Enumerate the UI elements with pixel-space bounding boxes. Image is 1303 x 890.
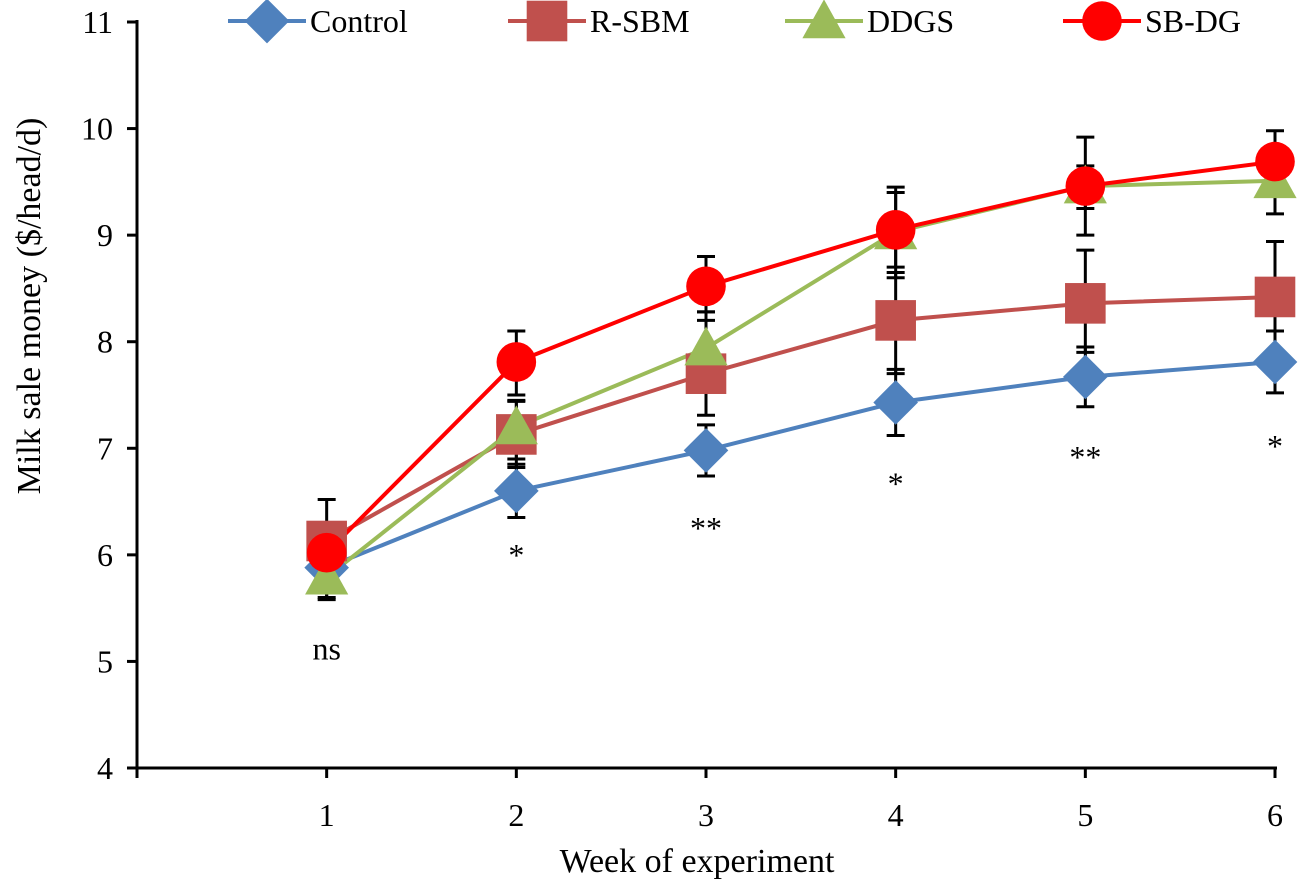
y-axis-title: Milk sale money ($/head/d): [11, 118, 48, 495]
y-tick-label: 7: [97, 430, 113, 466]
y-tick-label: 11: [82, 4, 113, 40]
data-point-r-sbm: [875, 300, 916, 341]
data-point-sb-dg: [686, 266, 726, 307]
y-tick-label: 4: [97, 750, 113, 786]
significance-label: **: [690, 510, 722, 546]
data-point-control: [683, 428, 729, 473]
significance-label: *: [888, 465, 904, 501]
series-lines: [325, 159, 1276, 579]
series-line-control: [325, 359, 1276, 570]
data-point-ddgs: [494, 405, 538, 445]
legend-marker-sb-dg: [1082, 1, 1122, 41]
y-tick-label: 6: [97, 537, 113, 573]
x-tick-label: 6: [1267, 797, 1283, 833]
x-tick-label: 1: [319, 797, 335, 833]
data-point-sb-dg: [1065, 166, 1106, 206]
x-axis-title: Week of experiment: [560, 843, 835, 880]
data-point-control: [1063, 354, 1108, 400]
significance-labels: ns****** *: [312, 428, 1283, 666]
legend-marker-ddgs: [802, 0, 846, 39]
data-point-control: [494, 468, 539, 514]
data-point-control: [1252, 339, 1298, 385]
data-point-sb-dg: [496, 342, 537, 382]
legend: Control R-SBM DDGS SB-DG: [228, 0, 1241, 44]
data-point-ddgs: [305, 555, 349, 595]
data-point-sb-dg: [306, 532, 347, 573]
legend-label-sb-dg: SB-DG: [1145, 3, 1241, 39]
x-tick-label: 4: [888, 797, 904, 833]
y-tick-label: 10: [81, 111, 113, 147]
legend-label-ddgs: DDGS: [867, 3, 954, 39]
data-point-r-sbm: [1065, 283, 1106, 324]
legend-marker-r-sbm: [526, 0, 568, 42]
data-point-sb-dg: [1255, 141, 1295, 182]
y-tick-label: 5: [97, 643, 113, 679]
y-tick-label: 8: [97, 324, 113, 360]
x-tick-label: 3: [698, 797, 714, 833]
y-tick-label: 9: [97, 217, 113, 253]
significance-label: *: [508, 537, 524, 573]
series-line-ddgs: [325, 178, 1276, 579]
data-point-sb-dg: [875, 210, 916, 250]
data-point-control: [873, 380, 918, 425]
series-markers: [304, 141, 1298, 595]
significance-label: **: [1069, 439, 1101, 475]
error-bars: [317, 129, 1284, 602]
legend-marker-control: [244, 0, 290, 44]
x-tick-label: 2: [508, 797, 524, 833]
series-line-r-sbm: [325, 294, 1276, 543]
data-point-ddgs: [684, 326, 728, 366]
legend-label-control: Control: [310, 3, 408, 39]
significance-label: *: [1267, 428, 1283, 464]
x-tick-label: 5: [1077, 797, 1093, 833]
legend-label-r-sbm: R-SBM: [590, 3, 690, 39]
series-line-sb-dg: [325, 159, 1276, 555]
significance-label: ns: [312, 631, 340, 667]
data-point-r-sbm: [1254, 276, 1296, 318]
